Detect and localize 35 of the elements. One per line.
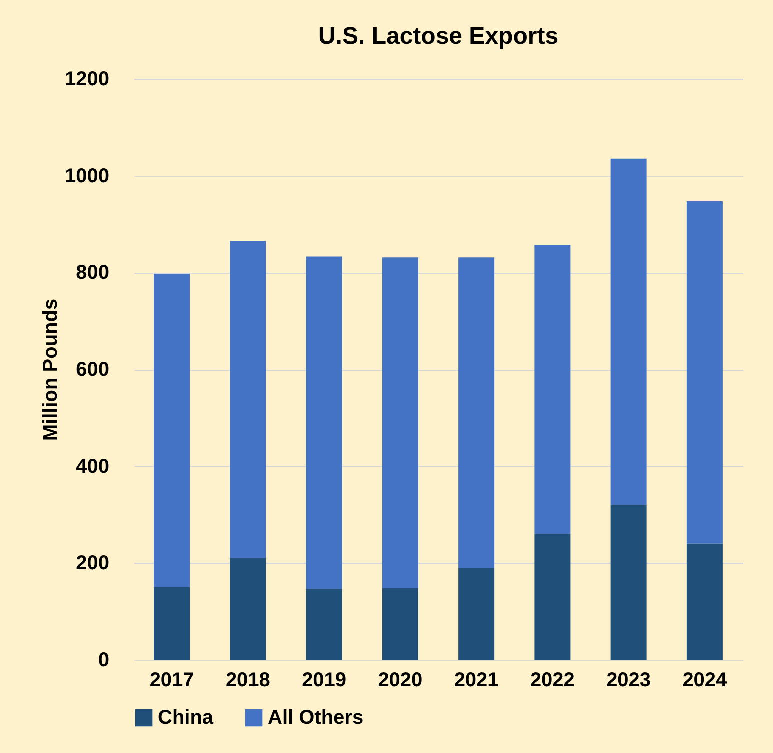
x-tick-label: 2021 xyxy=(454,670,499,692)
x-tick-label: 2023 xyxy=(606,670,652,692)
y-tick-label: 800 xyxy=(76,262,110,284)
bar xyxy=(154,587,190,660)
bar xyxy=(306,256,342,590)
bar xyxy=(154,274,190,588)
bar xyxy=(610,505,647,660)
y-tick-label: 0 xyxy=(98,650,110,672)
y-tick-label: 400 xyxy=(76,456,110,478)
x-tick-label: 2022 xyxy=(530,670,575,692)
bar xyxy=(230,241,266,558)
bar xyxy=(686,201,723,544)
bar xyxy=(610,158,647,506)
bar xyxy=(458,568,495,660)
y-tick-label: 1200 xyxy=(65,68,110,90)
bar xyxy=(306,589,342,660)
bar xyxy=(534,534,571,660)
bar xyxy=(458,258,495,568)
y-tick-label: 200 xyxy=(76,552,110,575)
x-tick-label: 2017 xyxy=(150,670,194,692)
x-tick-label: 2019 xyxy=(302,670,347,692)
legend-label: All Others xyxy=(268,707,364,729)
legend-label: China xyxy=(158,707,214,729)
bar xyxy=(534,245,571,534)
y-tick-label: 600 xyxy=(76,359,110,381)
x-tick-label: 2020 xyxy=(378,670,423,692)
bar xyxy=(382,588,418,660)
bar xyxy=(230,558,266,660)
bar xyxy=(382,258,418,588)
x-tick-label: 2018 xyxy=(226,670,270,692)
y-tick-label: 1000 xyxy=(65,165,110,188)
y-axis-title: Million Pounds xyxy=(40,298,62,442)
x-tick-label: 2024 xyxy=(682,670,728,692)
chart-title: U.S. Lactose Exports xyxy=(318,23,559,50)
bar xyxy=(686,544,723,660)
